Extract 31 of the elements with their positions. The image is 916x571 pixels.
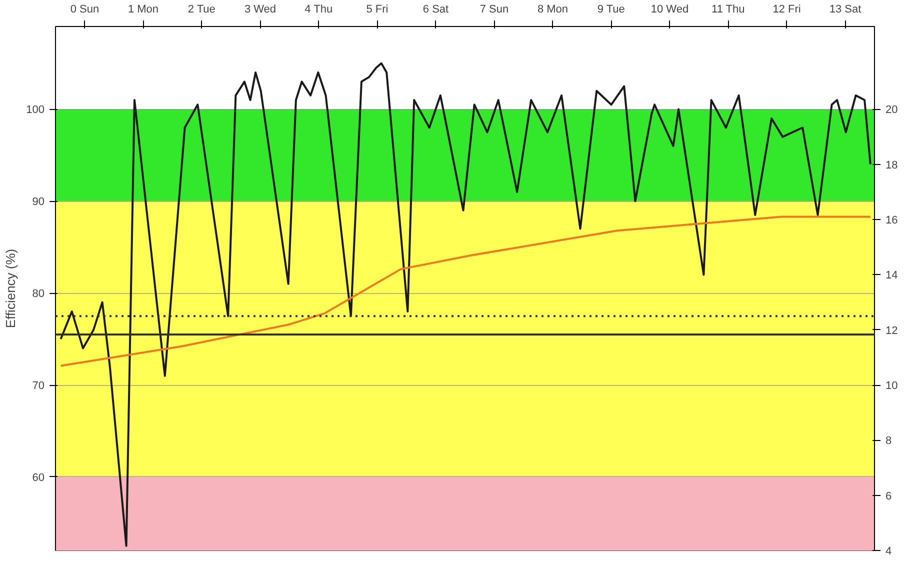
x-tick-label: 3 Wed: [244, 4, 276, 16]
y2-tick-label: 10: [886, 380, 898, 392]
x-tick-label: 1 Mon: [128, 4, 159, 16]
y2-tick-label: 18: [886, 159, 898, 172]
y2-tick-label: 4: [886, 546, 892, 558]
y-axis-title: Efficiency (%): [3, 248, 18, 328]
x-tick-label: 4 Thu: [304, 4, 333, 16]
x-tick-label: 6 Sat: [422, 4, 449, 16]
x-tick-label: 9 Tue: [597, 4, 625, 16]
line-series: [60, 216, 872, 367]
x-tick-label: 11 Thu: [712, 4, 745, 16]
x-tick-label: 8 Mon: [537, 4, 568, 16]
y2-tick-label: 14: [886, 270, 898, 282]
y-tick-label: 90: [32, 196, 45, 208]
y2-tick-label: 20: [886, 104, 898, 116]
x-tick-label: 10 Wed: [650, 4, 689, 16]
line-series: [60, 62, 872, 547]
y2-tick-label: 6: [886, 490, 892, 502]
x-tick-label: 2 Tue: [188, 4, 216, 16]
x-tick-label: 0 Sun: [70, 4, 100, 16]
y-tick-label: 70: [32, 380, 45, 392]
x-tick-label: 5 Fri: [366, 4, 388, 16]
y2-tick-label: 12: [886, 324, 898, 337]
y-tick-label: 80: [32, 288, 45, 300]
x-tick-label: 12 Fri: [772, 4, 801, 16]
y-tick-label: 60: [32, 472, 45, 484]
x-tick-label: 7 Sun: [480, 4, 509, 16]
y2-tick-label: 16: [886, 214, 898, 227]
y2-tick-label: 8: [886, 435, 892, 448]
y-tick-label: 100: [26, 104, 45, 116]
x-tick-label: 13 Sat: [829, 4, 862, 16]
